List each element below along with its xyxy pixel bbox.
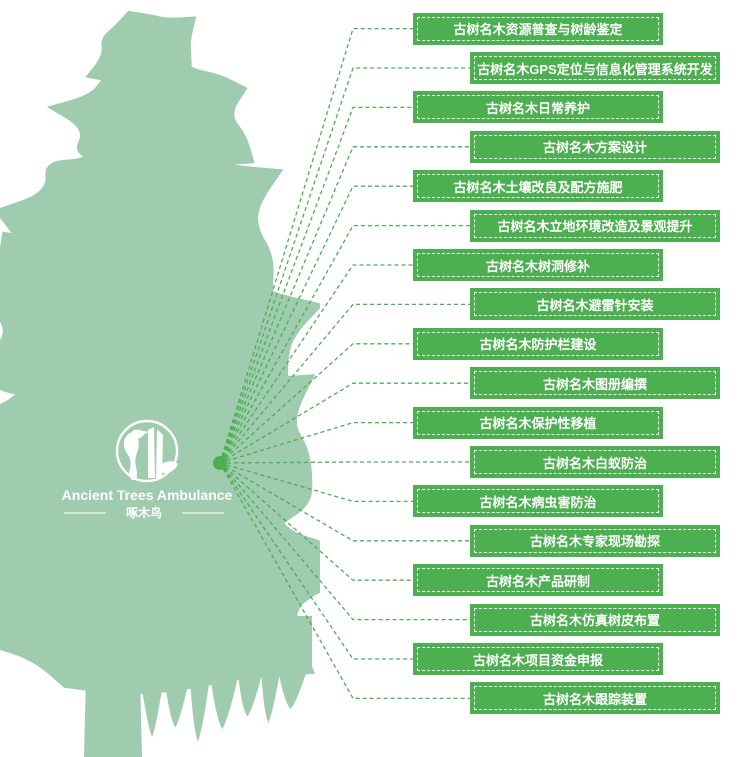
svg-text:啄木鸟: 啄木鸟 [126,506,162,520]
